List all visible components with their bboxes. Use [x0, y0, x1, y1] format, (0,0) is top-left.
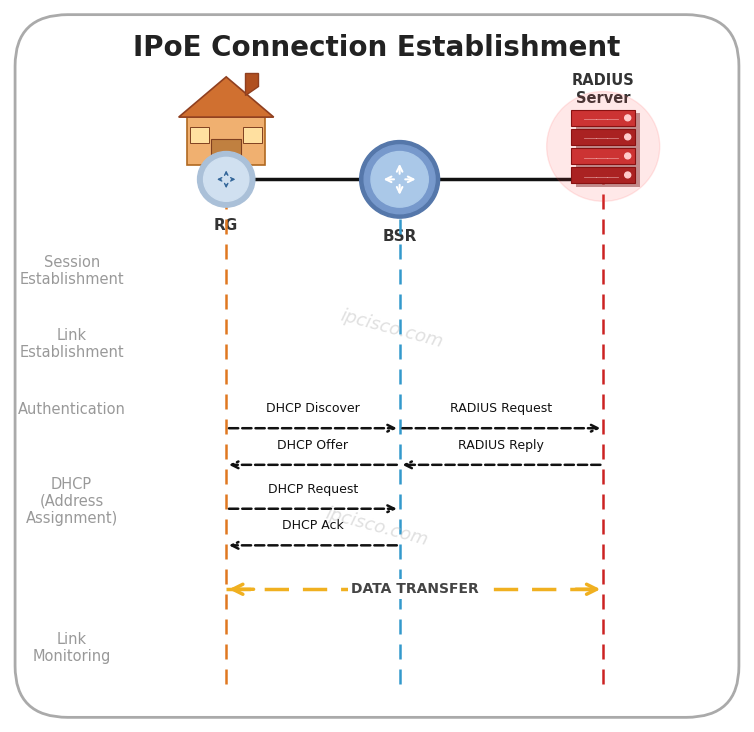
FancyBboxPatch shape: [572, 129, 635, 145]
Text: DHCP Discover: DHCP Discover: [266, 402, 360, 415]
Text: Link
Monitoring: Link Monitoring: [32, 632, 111, 664]
Circle shape: [360, 141, 440, 218]
FancyBboxPatch shape: [15, 15, 739, 717]
Circle shape: [364, 145, 435, 214]
Circle shape: [624, 134, 630, 140]
Circle shape: [624, 172, 630, 178]
Circle shape: [198, 152, 255, 207]
Text: Session
Establishment: Session Establishment: [20, 255, 124, 287]
FancyBboxPatch shape: [211, 139, 241, 165]
FancyBboxPatch shape: [572, 148, 635, 164]
Polygon shape: [179, 77, 274, 117]
Circle shape: [624, 115, 630, 121]
Polygon shape: [245, 73, 258, 95]
FancyBboxPatch shape: [572, 110, 635, 126]
Text: DHCP Offer: DHCP Offer: [277, 438, 348, 452]
Circle shape: [204, 157, 249, 201]
Text: RADIUS Request: RADIUS Request: [450, 402, 553, 415]
Circle shape: [371, 152, 428, 207]
Text: DATA TRANSFER: DATA TRANSFER: [351, 582, 479, 597]
Text: ipcisco.com: ipcisco.com: [323, 504, 431, 550]
Text: RADIUS
Server: RADIUS Server: [572, 73, 635, 105]
FancyBboxPatch shape: [190, 127, 209, 143]
FancyBboxPatch shape: [576, 113, 639, 187]
FancyBboxPatch shape: [243, 127, 262, 143]
Circle shape: [547, 92, 660, 201]
Polygon shape: [187, 117, 265, 165]
Text: Link
Establishment: Link Establishment: [20, 328, 124, 360]
Text: DHCP
(Address
Assignment): DHCP (Address Assignment): [26, 477, 118, 526]
Text: Authentication: Authentication: [17, 403, 126, 417]
Text: DHCP Request: DHCP Request: [268, 482, 358, 496]
Text: BSR: BSR: [382, 229, 417, 244]
FancyBboxPatch shape: [572, 167, 635, 183]
Circle shape: [624, 153, 630, 159]
Text: DHCP Ack: DHCP Ack: [282, 519, 344, 532]
Text: RG: RG: [214, 218, 238, 233]
Text: RADIUS Reply: RADIUS Reply: [458, 438, 544, 452]
Text: IPoE Connection Establishment: IPoE Connection Establishment: [133, 34, 621, 61]
Text: ipcisco.com: ipcisco.com: [339, 307, 446, 352]
